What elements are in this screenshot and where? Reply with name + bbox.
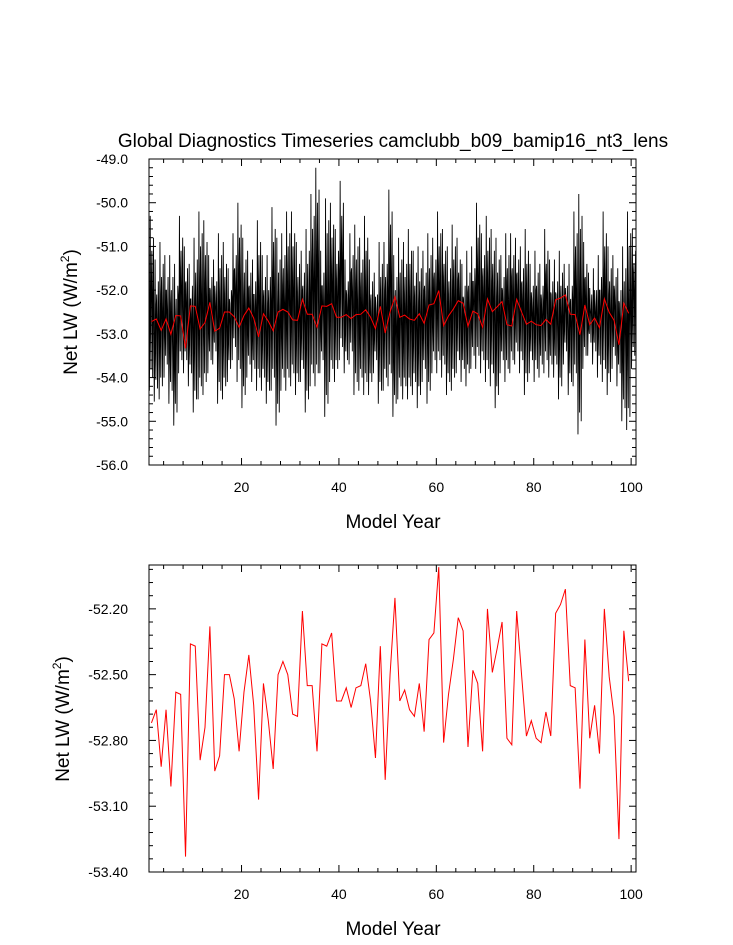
x-tick-label: 60 [429, 886, 445, 902]
axis-ticks [149, 158, 636, 466]
y-tick-label: -53.0 [96, 326, 128, 342]
x-tick-label: 40 [331, 886, 347, 902]
y-tick-label: -52.20 [88, 601, 128, 617]
y-tick-label: -52.80 [88, 732, 128, 748]
x-tick-label: 60 [429, 479, 445, 495]
y-tick-label: -49.0 [96, 151, 128, 167]
axis-ticks [149, 565, 636, 873]
x-tick-label: 20 [234, 479, 250, 495]
y-tick-label: -53.40 [88, 864, 128, 880]
x-axis-label: Model Year [345, 919, 441, 940]
y-tick-label: -56.0 [96, 457, 128, 473]
x-tick-labels: 20 40 60 80 100 [234, 479, 643, 495]
x-tick-label: 20 [234, 886, 250, 902]
y-tick-labels: -52.20 -52.50 -52.80 -53.10 -53.40 [88, 601, 128, 880]
plot-frame [148, 564, 637, 873]
y-tick-label: -51.0 [96, 238, 128, 254]
annual-line [151, 290, 630, 349]
annual-series [150, 567, 630, 857]
y-axis-label: Net LW (W/m2) [58, 249, 82, 375]
x-tick-label: 100 [619, 886, 643, 902]
y-tick-labels: -49.0 -50.0 -51.0 -52.0 -53.0 -54.0 -55.0 -56.0 [96, 151, 128, 473]
y-tick-label: -52.50 [88, 667, 128, 683]
y-tick-label: -53.10 [88, 798, 128, 814]
y-tick-label: -55.0 [96, 413, 128, 429]
annual-series [151, 290, 630, 349]
x-tick-label: 100 [619, 479, 643, 495]
chart-title: Global Diagnostics Timeseries camclubb_b… [118, 131, 668, 152]
y-axis-label: Net LW (W/m2) [50, 656, 74, 782]
x-tick-label: 80 [526, 479, 542, 495]
annual-line [150, 567, 630, 857]
monthly-series [148, 167, 637, 435]
x-tick-label: 40 [331, 479, 347, 495]
top-panel: -49.0 -50.0 -51.0 -52.0 -53.0 -54.0 -55.0 -56.0… [58, 151, 643, 533]
y-tick-label: -50.0 [96, 195, 128, 211]
y-tick-label: -52.0 [96, 282, 128, 298]
x-tick-labels: 20 40 60 80 100 [234, 886, 643, 902]
x-axis-label: Model Year [345, 512, 441, 533]
bottom-panel: -52.20 -52.50 -52.80 -53.10 -53.40 20 40 60 80 1… [50, 564, 643, 940]
y-tick-label: -54.0 [96, 370, 128, 386]
x-tick-label: 80 [526, 886, 542, 902]
monthly-line [148, 167, 637, 435]
